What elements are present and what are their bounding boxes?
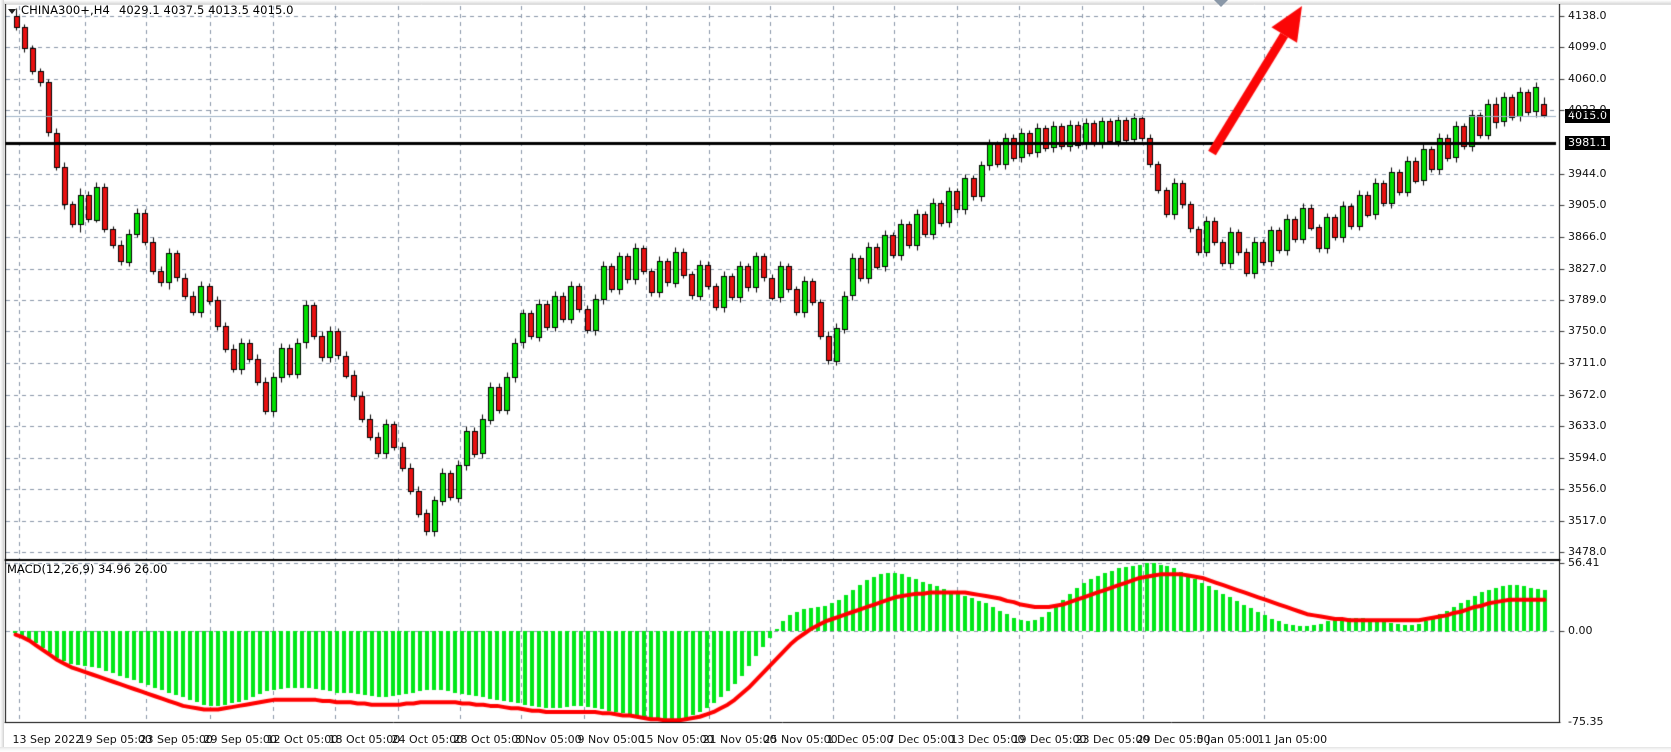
macd-axis-tick: 56.41 bbox=[1568, 556, 1600, 569]
time-axis-tick: 1 Dec 05:00 bbox=[826, 733, 894, 746]
price-axis-tick: 3711.0 bbox=[1568, 356, 1607, 369]
window-top-border bbox=[0, 0, 1671, 4]
time-axis-tick: 25 Nov 05:00 bbox=[763, 733, 838, 746]
time-axis-tick: 7 Dec 05:00 bbox=[887, 733, 955, 746]
time-axis-tick: 28 Oct 05:00 bbox=[453, 733, 526, 746]
time-axis-tick: 9 Nov 05:00 bbox=[577, 733, 645, 746]
current-price-tag: 4015.0 bbox=[1565, 108, 1611, 123]
window-left-border bbox=[0, 0, 4, 752]
caret-down-icon[interactable] bbox=[8, 8, 16, 14]
time-axis-tick: 19 Sep 05:00 bbox=[78, 733, 152, 746]
time-axis-tick: 29 Dec 05:00 bbox=[1136, 733, 1211, 746]
price-axis-tick: 3866.0 bbox=[1568, 229, 1607, 243]
price-axis-tick: 3478.0 bbox=[1568, 545, 1607, 559]
time-axis-tick: 5 Jan 05:00 bbox=[1196, 733, 1260, 746]
time-axis-tick: 24 Oct 05:00 bbox=[391, 733, 464, 746]
price-axis-tick: 3789.0 bbox=[1568, 292, 1607, 306]
time-axis-tick: 29 Sep 05:00 bbox=[203, 733, 277, 746]
price-axis-tick: 3672.0 bbox=[1568, 387, 1607, 401]
time-axis-tick: 23 Dec 05:00 bbox=[1075, 733, 1150, 746]
price-axis-tick: 4060.0 bbox=[1568, 72, 1607, 86]
macd-indicator-label[interactable]: MACD(12,26,9) 34.96 26.00 bbox=[7, 562, 168, 576]
time-axis-tick: 13 Dec 05:00 bbox=[950, 733, 1025, 746]
price-axis-tick: 4138.0 bbox=[1568, 8, 1607, 22]
macd-axis-tick: 0.00 bbox=[1568, 624, 1593, 638]
time-axis-tick: 23 Sep 05:00 bbox=[139, 733, 213, 746]
price-axis-tick: 3905.0 bbox=[1568, 198, 1607, 212]
time-axis-tick: 12 Oct 05:00 bbox=[266, 733, 339, 746]
price-axis-tick: 3633.0 bbox=[1568, 419, 1607, 433]
price-axis-tick: 4022.0 bbox=[1568, 103, 1607, 117]
time-axis-tick: 21 Nov 05:00 bbox=[702, 733, 777, 746]
macd-axis-tick: -75.35 bbox=[1568, 715, 1604, 728]
window-bottom-border bbox=[0, 747, 1671, 752]
chart-drop-marker-icon[interactable] bbox=[1214, 0, 1228, 7]
time-axis-tick: 15 Nov 05:00 bbox=[639, 733, 714, 746]
level-price-tag: 3981.1 bbox=[1565, 136, 1611, 151]
time-axis-tick: 18 Oct 05:00 bbox=[328, 733, 401, 746]
instrument-label: CHINA300+,H4 bbox=[21, 3, 110, 17]
time-axis-tick: 11 Jan 05:00 bbox=[1257, 733, 1328, 746]
time-axis-tick: 19 Dec 05:00 bbox=[1012, 733, 1087, 746]
price-axis-tick: 3517.0 bbox=[1568, 513, 1607, 527]
price-axis-tick: 3944.0 bbox=[1568, 166, 1607, 180]
symbol-header[interactable]: CHINA300+,H4 4029.1 4037.5 4013.5 4015.0 bbox=[8, 2, 294, 18]
price-axis-tick: 3556.0 bbox=[1568, 482, 1607, 496]
price-axis-tick: 4099.0 bbox=[1568, 40, 1607, 54]
ohlc-values: 4029.1 4037.5 4013.5 4015.0 bbox=[118, 3, 294, 17]
time-axis-tick: 13 Sep 2022 bbox=[12, 733, 83, 746]
price-axis-tick: 3750.0 bbox=[1568, 324, 1607, 338]
price-axis-tick: 3594.0 bbox=[1568, 451, 1607, 465]
price-axis-tick: 3827.0 bbox=[1568, 261, 1607, 275]
time-axis-tick: 3 Nov 05:00 bbox=[514, 733, 582, 746]
